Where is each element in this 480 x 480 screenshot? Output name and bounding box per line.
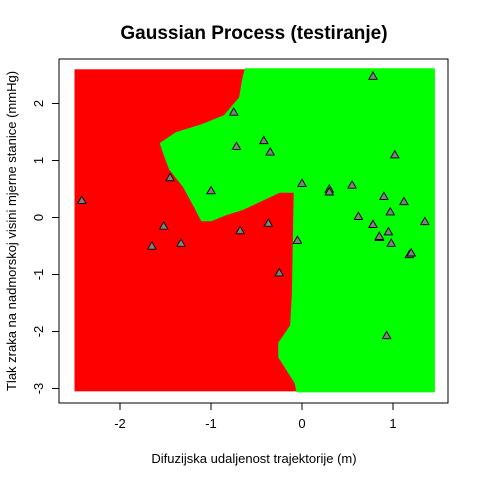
data-point — [383, 226, 394, 236]
y-tick-label: -1 — [31, 269, 46, 281]
data-point — [398, 196, 409, 206]
data-point — [146, 240, 157, 250]
y-axis-label: Tlak zraka na nadmorskoj visini mjerne s… — [4, 71, 19, 391]
data-point — [389, 149, 400, 159]
x-tick-label: 0 — [298, 416, 305, 431]
data-point — [231, 141, 242, 150]
data-point — [297, 178, 307, 187]
data-point — [76, 195, 87, 205]
y-tick-label: 2 — [31, 100, 46, 107]
data-point — [206, 185, 216, 195]
data-point — [235, 225, 246, 235]
data-point — [378, 191, 389, 201]
x-axis: -2 -1 0 1 — [114, 402, 397, 431]
data-point — [368, 71, 378, 80]
data-point — [165, 172, 176, 182]
data-point — [347, 179, 358, 189]
data-point — [386, 238, 397, 247]
x-tick-label: 1 — [389, 416, 396, 431]
y-tick-label: -3 — [31, 383, 46, 395]
data-point — [175, 238, 186, 247]
x-tick-label: -2 — [114, 416, 126, 431]
y-tick-label: 1 — [31, 157, 46, 164]
data-point — [385, 206, 396, 216]
data-point — [158, 220, 169, 230]
data-point — [368, 219, 378, 228]
data-point — [274, 267, 285, 277]
data-point — [324, 186, 335, 196]
chart-title: Gaussian Process (testiranje) — [120, 23, 387, 44]
data-point — [258, 135, 269, 145]
y-tick-label: -2 — [31, 326, 46, 338]
data-point — [265, 146, 276, 156]
x-tick-label: -1 — [205, 416, 217, 431]
data-point — [353, 211, 364, 220]
data-point — [292, 235, 303, 244]
region-green — [159, 68, 435, 393]
x-axis-label: Difuzijska udaljenost trajektorije (m) — [151, 451, 356, 466]
data-point — [374, 231, 385, 240]
y-axis: -3 -2 -1 0 1 2 — [31, 100, 60, 395]
data-point — [381, 330, 392, 340]
plot-area — [74, 68, 435, 393]
data-point — [406, 247, 417, 257]
y-tick-label: 0 — [31, 214, 46, 221]
data-point — [419, 216, 430, 226]
data-point — [263, 218, 274, 227]
data-point — [228, 106, 239, 116]
